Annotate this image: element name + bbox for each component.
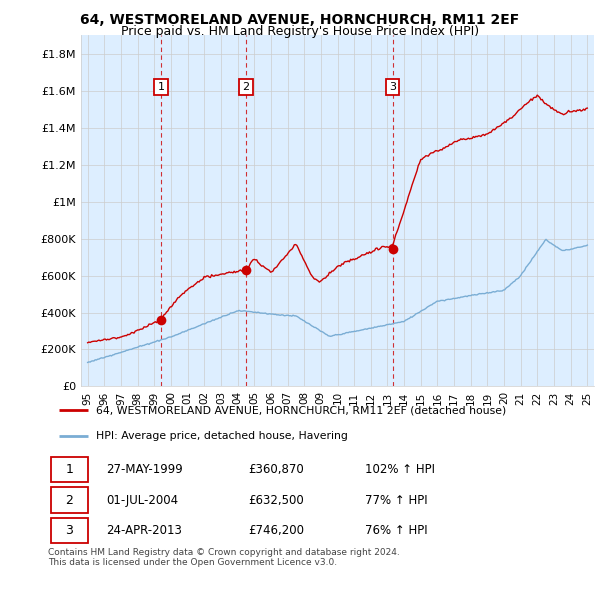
Text: 64, WESTMORELAND AVENUE, HORNCHURCH, RM11 2EF (detached house): 64, WESTMORELAND AVENUE, HORNCHURCH, RM1…	[95, 405, 506, 415]
Text: 24-APR-2013: 24-APR-2013	[106, 524, 182, 537]
Text: 01-JUL-2004: 01-JUL-2004	[106, 493, 178, 507]
FancyBboxPatch shape	[50, 457, 88, 483]
FancyBboxPatch shape	[50, 517, 88, 543]
Text: 76% ↑ HPI: 76% ↑ HPI	[365, 524, 427, 537]
Text: 1: 1	[65, 463, 73, 476]
FancyBboxPatch shape	[50, 487, 88, 513]
Text: 3: 3	[389, 82, 396, 92]
Text: 2: 2	[65, 493, 73, 507]
Text: 64, WESTMORELAND AVENUE, HORNCHURCH, RM11 2EF: 64, WESTMORELAND AVENUE, HORNCHURCH, RM1…	[80, 13, 520, 27]
Text: £632,500: £632,500	[248, 493, 304, 507]
Text: 1: 1	[158, 82, 164, 92]
Text: 27-MAY-1999: 27-MAY-1999	[106, 463, 183, 476]
Text: Contains HM Land Registry data © Crown copyright and database right 2024.
This d: Contains HM Land Registry data © Crown c…	[48, 548, 400, 567]
Text: 102% ↑ HPI: 102% ↑ HPI	[365, 463, 435, 476]
Text: 3: 3	[65, 524, 73, 537]
Text: 77% ↑ HPI: 77% ↑ HPI	[365, 493, 427, 507]
Text: £746,200: £746,200	[248, 524, 305, 537]
Text: HPI: Average price, detached house, Havering: HPI: Average price, detached house, Have…	[95, 431, 347, 441]
Text: Price paid vs. HM Land Registry's House Price Index (HPI): Price paid vs. HM Land Registry's House …	[121, 25, 479, 38]
Text: £360,870: £360,870	[248, 463, 304, 476]
Text: 2: 2	[242, 82, 250, 92]
